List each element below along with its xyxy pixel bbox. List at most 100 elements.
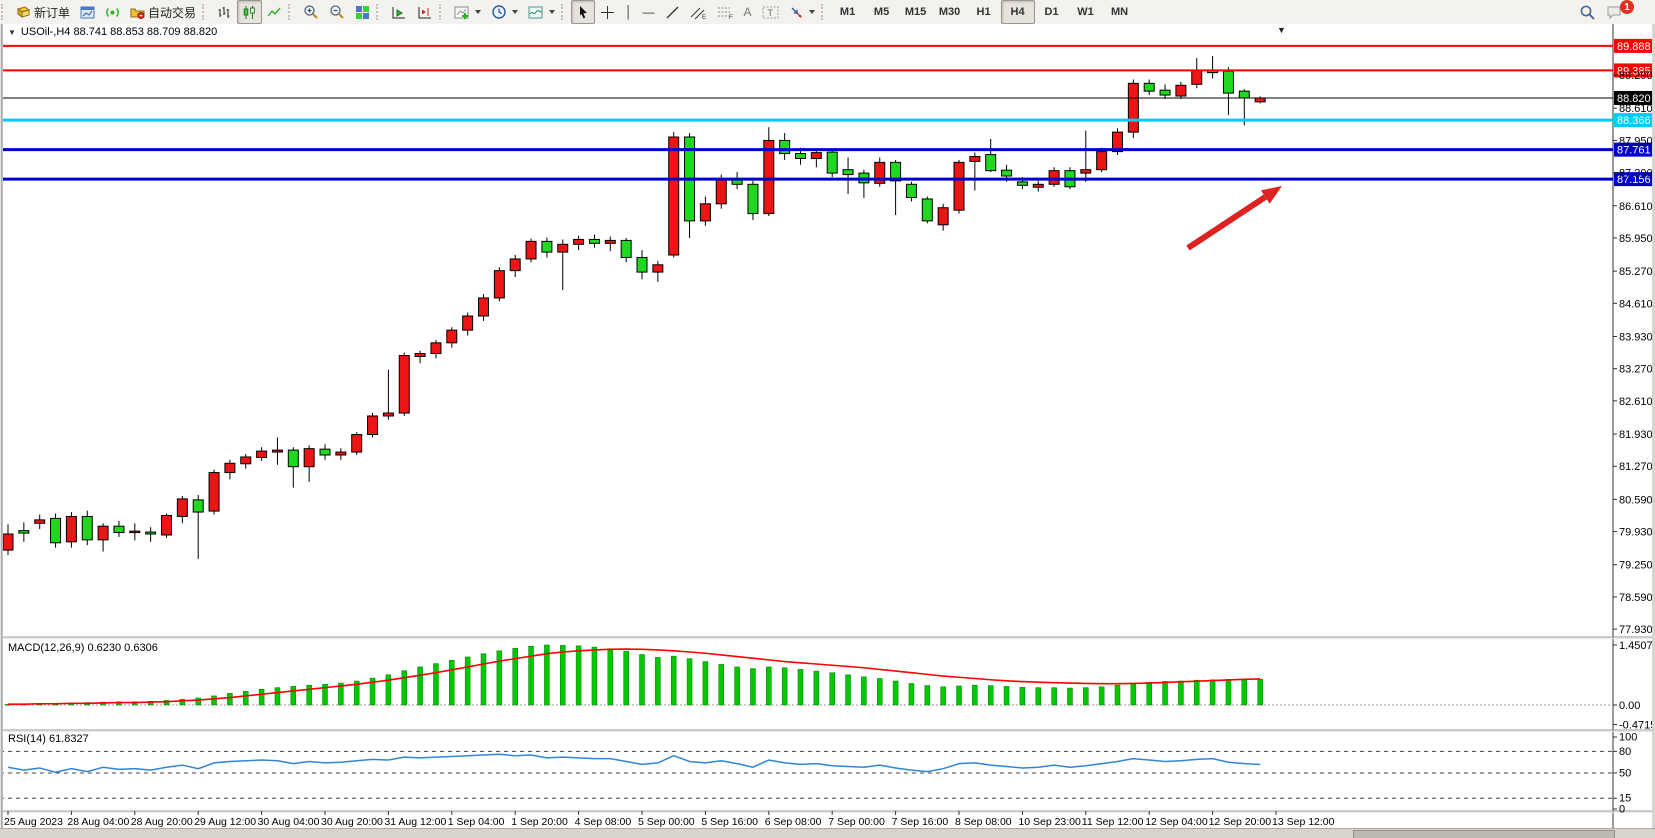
chart-shift-button[interactable]: [412, 0, 438, 24]
window-right-edge: [1652, 24, 1655, 838]
timeframe-mn-button[interactable]: MN: [1110, 6, 1129, 18]
signals-button[interactable]: [100, 0, 125, 24]
time-tick-label: 25 Aug 2023: [4, 816, 63, 828]
candle: [176, 495, 188, 524]
candle: [319, 444, 331, 460]
rsi-tick-label: 100: [1619, 732, 1637, 744]
fibonacci-button[interactable]: F: [712, 0, 739, 24]
svg-text:F: F: [729, 15, 733, 20]
price-badge: [1614, 38, 1655, 53]
bar-chart-icon: [218, 6, 230, 18]
zoom-in-button[interactable]: [298, 0, 324, 24]
candle: [525, 238, 537, 263]
zoom-in-icon: [304, 5, 318, 19]
autoscroll-icon: [392, 6, 406, 18]
price-badge: [1614, 90, 1655, 105]
price-tick-label: 83.270: [1619, 364, 1653, 376]
toolbar-group-insert: [449, 0, 560, 24]
scrollbar-thumb[interactable]: [1353, 830, 1615, 838]
timeframe-m1-button[interactable]: M1: [839, 6, 856, 18]
macd-tick-label: 0.00: [1619, 700, 1640, 712]
timeframe-m5-button[interactable]: M5: [873, 6, 890, 18]
chevron-down-icon: [808, 10, 815, 14]
price-tick-label: 87.950: [1619, 135, 1653, 147]
chart-window-button[interactable]: [75, 0, 100, 24]
candle: [224, 459, 236, 480]
quote-bar[interactable]: ▼ USOil-,H4 88.741 88.853 88.709 88.820: [8, 26, 217, 38]
tile-windows-button[interactable]: [350, 0, 375, 24]
chart-canvas[interactable]: 89.888 89.385 88.820 88.366 87.761 87.156 89.2…: [0, 24, 1655, 838]
chart-shift-marker[interactable]: ▼: [1277, 25, 1286, 35]
time-tick-label: 7 Sep 00:00: [828, 816, 885, 828]
candle: [1080, 130, 1092, 182]
text-icon: A: [743, 5, 752, 19]
time-tick-label: 4 Sep 08:00: [575, 816, 632, 828]
time-tick-label: 5 Sep 16:00: [701, 816, 758, 828]
vertical-line-button[interactable]: │: [620, 0, 638, 24]
price-tick-label: 80.590: [1619, 494, 1653, 506]
new-order-label: 新订单: [34, 5, 71, 20]
timeframe-w1-button[interactable]: W1: [1077, 6, 1094, 18]
horizontal-line-button[interactable]: —: [638, 0, 660, 24]
equidistant-channel-button[interactable]: E: [685, 0, 712, 24]
annotation-arrow-shaft[interactable]: [1186, 194, 1267, 251]
quote-text: USOil-,H4 88.741 88.853 88.709 88.820: [20, 26, 218, 38]
candle: [414, 350, 426, 364]
candle: [1175, 81, 1187, 99]
cursor-button[interactable]: [571, 0, 596, 24]
candle: [890, 159, 902, 216]
templates-button[interactable]: [523, 0, 560, 24]
price-tick-label: 79.250: [1619, 560, 1653, 572]
search-button[interactable]: [1574, 0, 1601, 24]
candle: [921, 196, 933, 224]
candle: [18, 522, 30, 542]
timeframe-m15-button[interactable]: M15: [904, 6, 927, 18]
toolbar-group-objects: │ — E F A T: [571, 0, 820, 24]
candle: [113, 520, 125, 537]
new-order-icon: [16, 5, 31, 18]
toolbar-grip: [820, 4, 830, 20]
timeframe-d1-button[interactable]: D1: [1044, 6, 1059, 18]
price-tick-label: 82.610: [1619, 396, 1653, 408]
time-tick-label: 13 Sep 12:00: [1272, 816, 1335, 828]
text-button[interactable]: A: [739, 0, 757, 24]
macd-signal-line: [8, 648, 1261, 705]
candle: [1096, 147, 1108, 173]
candle-chart-button[interactable]: [237, 0, 263, 24]
chart-area[interactable]: 89.888 89.385 88.820 88.366 87.761 87.156 89.2…: [0, 24, 1655, 838]
notifications-button[interactable]: 1: [1601, 0, 1645, 24]
annotation-arrow-head[interactable]: [1260, 186, 1282, 204]
horizontal-scrollbar[interactable]: [0, 828, 1655, 838]
candle: [588, 234, 600, 248]
time-tick-label: 30 Aug 04:00: [258, 816, 320, 828]
quote-dropdown-icon[interactable]: ▼: [8, 27, 16, 37]
arrows-button[interactable]: [784, 0, 820, 24]
candle: [367, 413, 379, 438]
timeframe-h1-button[interactable]: H1: [976, 6, 991, 18]
autotrade-button[interactable]: 自动交易: [125, 0, 201, 24]
candle: [493, 267, 505, 302]
time-tick-label: 5 Sep 00:00: [638, 816, 695, 828]
line-chart-button[interactable]: [262, 0, 287, 24]
autoscroll-button[interactable]: [386, 0, 412, 24]
trendline-button[interactable]: [660, 0, 685, 24]
candle: [874, 157, 886, 187]
timeframe-h4-button[interactable]: H4: [1000, 0, 1035, 24]
indicators-button[interactable]: [449, 0, 486, 24]
text-label-button[interactable]: T: [757, 0, 784, 24]
candle: [351, 432, 363, 456]
bar-chart-button[interactable]: [212, 0, 237, 24]
zoom-out-button[interactable]: [324, 0, 350, 24]
time-tick-label: 10 Sep 23:00: [1018, 816, 1081, 828]
rsi-tick-label: 15: [1619, 793, 1631, 805]
price-badge-label: 88.366: [1617, 115, 1651, 127]
price-tick-label: 85.270: [1619, 266, 1653, 278]
candle: [430, 339, 442, 359]
periods-clock-button[interactable]: [486, 0, 523, 24]
crosshair-button[interactable]: [595, 0, 620, 24]
new-order-button[interactable]: 新订单: [11, 0, 75, 24]
candle: [1159, 84, 1171, 99]
timeframe-m30-button[interactable]: M30: [938, 6, 961, 18]
candle: [240, 454, 252, 469]
